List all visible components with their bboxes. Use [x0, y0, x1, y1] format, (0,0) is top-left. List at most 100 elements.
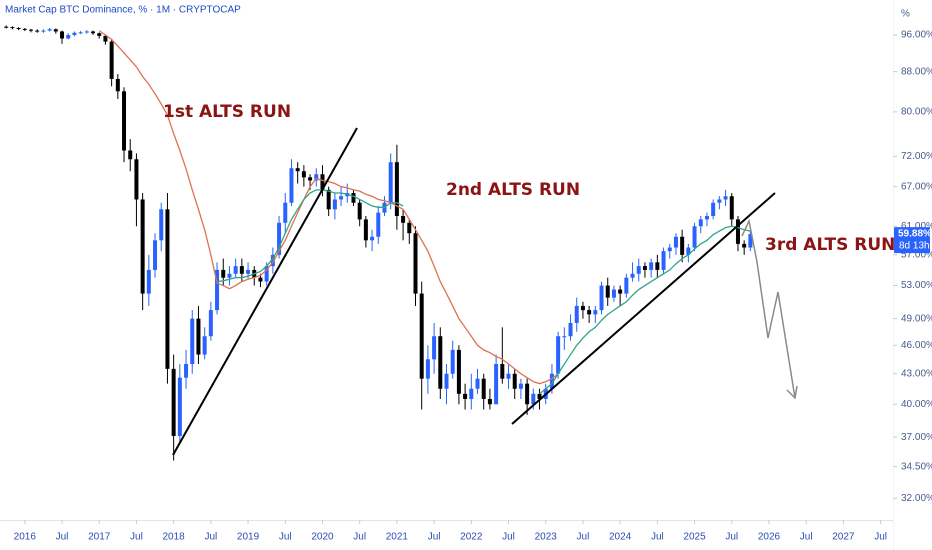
candle-body [580, 305, 585, 311]
candle-body [326, 189, 331, 210]
candle-body [140, 199, 145, 294]
candle-body [29, 29, 34, 31]
candle-body [289, 168, 294, 203]
candle-body [450, 349, 455, 374]
annotation: 1st ALTS RUN [163, 102, 291, 122]
candle-body [394, 162, 399, 217]
candle-body [425, 359, 430, 379]
candle-body [376, 212, 381, 237]
arrow-head [786, 385, 798, 400]
candle-body [239, 266, 244, 274]
candle-body [512, 373, 517, 389]
candle-body [22, 28, 27, 30]
candle-body [667, 247, 672, 252]
candle-body [593, 310, 598, 315]
candle-body [686, 247, 691, 255]
candle-body [314, 174, 319, 181]
candle-body [339, 196, 344, 200]
trendline [511, 192, 776, 425]
candle-body [72, 32, 77, 35]
candle-body [605, 285, 610, 298]
candle-body [549, 373, 554, 389]
candle-body [401, 216, 406, 223]
x-tick-label: Jul [651, 532, 664, 543]
x-tick-label: 2017 [88, 532, 111, 543]
candle-body [370, 236, 375, 241]
candle-body [233, 266, 238, 274]
candle-body [500, 364, 505, 379]
candle-body [444, 373, 449, 389]
x-tick-label: 2023 [535, 532, 558, 543]
candle-body [320, 174, 325, 190]
candle-body [599, 285, 604, 311]
candle-body [649, 262, 654, 270]
candle-body [78, 32, 83, 34]
candle-body [487, 399, 492, 405]
x-tick-label: Jul [279, 532, 292, 543]
y-tick-label: 37.00% [901, 432, 932, 443]
y-tick-label: 80.00% [901, 107, 932, 118]
candle-body [308, 177, 313, 181]
candle-body [270, 254, 275, 267]
candle-body [711, 202, 716, 217]
candle-body [165, 209, 170, 369]
x-tick-label: 2026 [758, 532, 781, 543]
candle-body [438, 336, 443, 389]
y-tick-label: 49.00% [901, 313, 932, 324]
candle-body [562, 336, 567, 338]
x-tick-label: Jul [502, 532, 515, 543]
x-tick-label: Jul [428, 532, 441, 543]
x-tick-label: Jul [874, 532, 887, 543]
candle-body [128, 150, 133, 160]
candle-body [463, 393, 468, 400]
candle-body [748, 234, 753, 248]
candle-body [636, 266, 641, 274]
candle-body [407, 222, 412, 234]
candle-body [196, 318, 201, 355]
candle-body [642, 266, 647, 270]
x-tick-label: 2022 [460, 532, 483, 543]
candle-body [574, 305, 579, 323]
candle-body [692, 226, 697, 248]
candle-body [742, 243, 747, 248]
candle-body [122, 91, 127, 151]
candle-body [729, 196, 734, 220]
projection-arrow [741, 218, 796, 399]
candle-body [351, 193, 356, 203]
candle-body [190, 318, 195, 365]
candle-body [518, 383, 523, 389]
candle-body [227, 273, 232, 278]
candle-body [475, 378, 480, 389]
candle-body [704, 216, 709, 220]
y-tick-label: 32.00% [901, 493, 932, 504]
candle-body [184, 364, 189, 378]
candle-body [215, 269, 220, 311]
candle-body [698, 219, 703, 227]
candle-body [53, 29, 58, 32]
trendline [172, 127, 358, 456]
candle-body [432, 336, 437, 360]
y-tick-label: 96.00% [901, 30, 932, 41]
candle-body [624, 277, 629, 294]
candle-body [525, 383, 530, 405]
y-tick-label: 34.50% [901, 461, 932, 472]
candle-body [587, 310, 592, 315]
candle-body [171, 368, 176, 436]
annotation: 2nd ALTS RUN [446, 180, 580, 200]
x-tick-label: 2025 [683, 532, 706, 543]
candle-body [177, 377, 182, 436]
candle-body [97, 33, 102, 36]
candle-body [264, 266, 269, 282]
x-tick-label: Jul [577, 532, 590, 543]
candle-body [506, 373, 511, 379]
candle-body [221, 269, 226, 278]
x-tick-label: 2019 [237, 532, 260, 543]
axis-unit: % [901, 9, 910, 20]
candle-body [66, 34, 71, 39]
price-label-box [894, 227, 930, 254]
x-tick-label: Jul [56, 532, 69, 543]
y-tick-label: 57.00% [901, 249, 932, 260]
